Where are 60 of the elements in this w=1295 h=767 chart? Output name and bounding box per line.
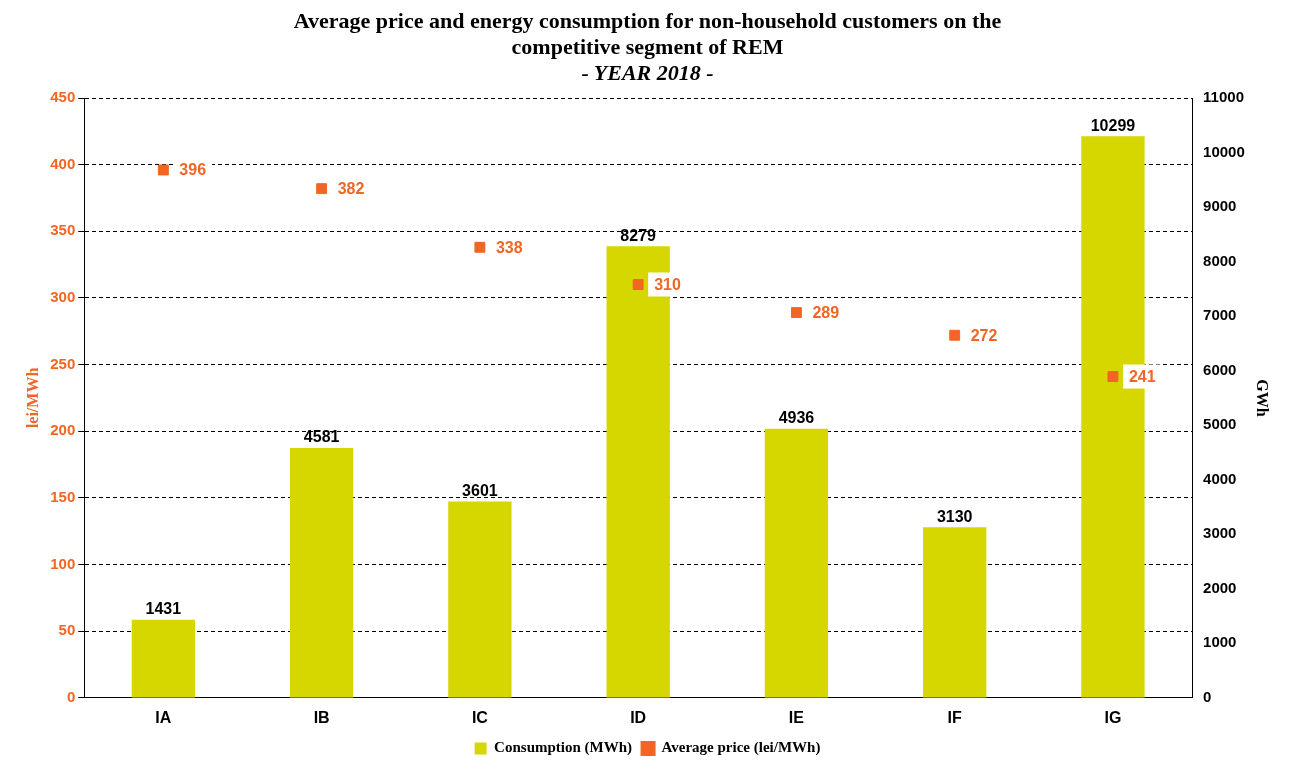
point xyxy=(1107,371,1119,383)
y-tick-label: 100 xyxy=(50,554,76,572)
x-tick-label: IE xyxy=(788,708,805,726)
data-label: 3130 xyxy=(936,507,973,525)
data-label: 1431 xyxy=(145,600,182,618)
bar xyxy=(923,527,987,698)
bar xyxy=(131,619,196,698)
y-tick-label: 150 xyxy=(50,488,76,506)
y2-tick-label: 2000 xyxy=(1203,578,1237,596)
point xyxy=(157,164,169,176)
chart-subtitle: - YEAR 2018 - xyxy=(580,60,715,86)
point xyxy=(316,183,328,195)
data-label: 272 xyxy=(970,326,998,344)
y2-tick-label: 1000 xyxy=(1203,633,1237,651)
data-label: 382 xyxy=(337,180,365,198)
x-tick-label: IC xyxy=(471,708,489,726)
y-tick-label: 250 xyxy=(50,354,76,372)
y-tick-label: 450 xyxy=(50,88,76,106)
y-tick-label: 300 xyxy=(50,288,76,306)
y-tick-label: 350 xyxy=(50,221,76,239)
data-label: 4936 xyxy=(778,409,815,427)
y2-tick-label: 9000 xyxy=(1203,197,1237,215)
data-label: 241 xyxy=(1128,367,1156,385)
x-tick-label: ID xyxy=(630,708,647,726)
bar xyxy=(289,448,354,698)
bar xyxy=(448,501,512,698)
legend-label: Average price (lei/MWh) xyxy=(661,739,821,757)
data-label: 8279 xyxy=(620,226,657,244)
bar xyxy=(764,428,829,698)
x-tick-label: IF xyxy=(947,708,963,726)
data-label: 396 xyxy=(179,161,207,179)
y2-tick-label: 7000 xyxy=(1203,306,1237,324)
legend-label: Consumption (MWh) xyxy=(494,739,633,757)
y-tick-label: 200 xyxy=(50,421,76,439)
y-tick-label: 0 xyxy=(66,687,76,705)
x-tick-label: IB xyxy=(313,708,330,726)
y2-tick-label: 8000 xyxy=(1203,251,1237,269)
y-tick-label: 50 xyxy=(58,621,76,639)
y2-axis-title: GWh xyxy=(1254,379,1272,417)
y-tick-label: 400 xyxy=(50,154,76,172)
chart-title: Average price and energy consumption for non-household customers on the competitive segment of REM xyxy=(292,8,1003,60)
data-label: 338 xyxy=(495,238,523,256)
point xyxy=(474,241,486,253)
data-label: 289 xyxy=(812,304,840,321)
data-label: 3601 xyxy=(462,481,498,499)
data-label: 10299 xyxy=(1090,116,1136,134)
point xyxy=(632,279,644,291)
y2-tick-label: 10000 xyxy=(1203,142,1245,160)
y2-tick-label: 3000 xyxy=(1203,524,1237,542)
y-axis-title: lei/MWh xyxy=(23,367,41,429)
x-tick-label: IA xyxy=(155,708,172,726)
x-tick-label: IG xyxy=(1104,708,1122,726)
y2-tick-label: 0 xyxy=(1203,687,1212,705)
y2-tick-label: 6000 xyxy=(1203,360,1237,378)
y2-tick-label: 11000 xyxy=(1203,88,1244,106)
point xyxy=(790,307,802,319)
y2-tick-label: 5000 xyxy=(1203,415,1237,433)
data-label: 310 xyxy=(654,276,681,294)
point xyxy=(949,329,961,341)
y2-tick-label: 4000 xyxy=(1203,469,1237,487)
